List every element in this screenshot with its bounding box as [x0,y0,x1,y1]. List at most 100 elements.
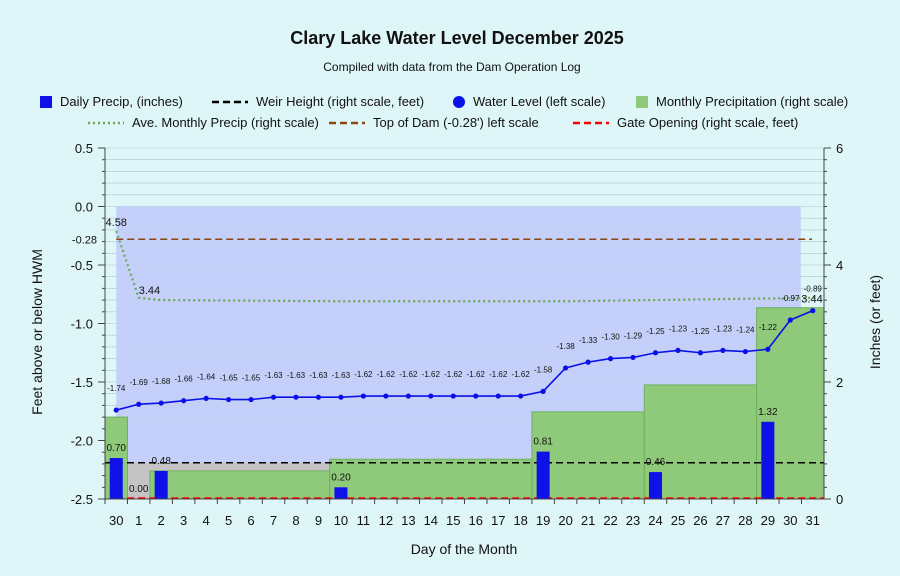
water-level-point [113,407,119,413]
legend-swatch-dot [453,96,465,108]
water-level-label: -1.62 [354,370,373,379]
legend: Daily Precip, (inches) Weir Height (right… [40,94,848,130]
water-level-label: -1.23 [669,324,688,333]
x-tick-label: 4 [202,513,209,528]
water-level-label: -1.63 [332,371,351,380]
chart-subtitle: Compiled with data from the Dam Operatio… [323,60,580,74]
daily-precip-label: 1.32 [758,407,778,418]
water-level-point [697,350,704,356]
x-tick-label: 16 [469,513,483,528]
legend-item: Top of Dam (-0.28') left scale [329,115,539,130]
legend-label: Gate Opening (right scale, feet) [617,115,798,130]
water-level-point [428,393,434,399]
water-level-point [585,359,591,365]
water-level-label: -1.63 [287,371,306,380]
water-level-point [158,400,164,406]
right-tick-label: 4 [836,258,843,273]
x-axis-label: Day of the Month [411,541,518,557]
legend-item: Weir Height (right scale, feet) [212,94,424,109]
water-level-point [765,346,771,352]
x-tick-label: 18 [513,513,527,528]
water-level-label: -1.69 [130,378,149,387]
ave-monthly-mid-label: 3.44 [139,285,160,297]
x-tick-label: 30 [109,513,123,528]
legend-label: Weir Height (right scale, feet) [256,94,424,109]
water-level-label: -1.62 [399,370,418,379]
x-tick-label: 17 [491,513,505,528]
water-level-point [136,401,142,407]
monthly-precip-area-step [531,411,645,500]
water-level-label: -1.63 [309,371,328,380]
daily-precip-label: 0.00 [129,484,149,495]
water-level-point [518,393,524,399]
ave-monthly-start-label: 4.58 [106,217,127,229]
y-axis-label-right: Inches (or feet) [867,275,883,369]
water-level-point [675,347,681,354]
legend-label: Top of Dam (-0.28') left scale [373,115,539,130]
x-tick-label: 27 [716,513,730,528]
daily-precip-bar [109,458,123,499]
legend-swatch-area [636,96,648,108]
x-tick-label: 28 [738,513,752,528]
water-level-point [810,308,816,314]
x-tick-label: 30 [783,513,797,528]
water-level-point [270,394,277,400]
water-level-label: -1.74 [107,384,126,393]
water-level-label: -1.38 [556,342,575,351]
water-level-point [563,365,569,371]
water-level-point [203,395,209,401]
water-level-point [225,396,232,403]
water-level-label: -1.64 [197,372,216,381]
x-tick-label: 12 [379,513,393,528]
water-level-point [181,398,187,404]
monthly-precip-end-label: 3.44 [801,294,822,306]
left-tick-label: 0.0 [75,200,93,215]
water-level-point [293,394,299,400]
water-level-line [116,309,814,411]
water-level-label: -1.63 [264,371,283,380]
left-tick-label: -1.5 [71,375,93,390]
x-tick-label: 10 [334,513,348,528]
legend-item: Monthly Precipitation (right scale) [636,94,848,109]
water-level-point [540,388,546,394]
water-level-label: -1.25 [691,327,710,336]
water-level-point [742,348,748,355]
left-tick-label: -1.0 [71,317,93,332]
x-tick-label: 11 [357,513,371,528]
legend-item: Daily Precip, (inches) [40,94,183,109]
chart-title: Clary Lake Water Level December 2025 [290,28,624,48]
daily-precip-bar [536,451,550,499]
water-level-label: -1.29 [624,331,643,340]
left-tick-label: -2.5 [71,492,93,507]
water-level-point [450,393,456,399]
water-level-point [383,393,389,399]
x-tick-label: 21 [581,513,595,528]
legend-label: Daily Precip, (inches) [60,94,183,109]
water-level-label: -1.33 [579,336,598,345]
x-tick-label: 2 [158,513,165,528]
x-tick-label: 9 [315,513,322,528]
water-level-label: -1.58 [534,365,553,374]
x-tick-label: 24 [648,513,662,528]
water-level-label: -1.22 [759,323,778,332]
y-axis-label-left: Feet above or below HWM [29,249,45,415]
daily-precip-bar [334,487,348,499]
water-level-point [405,393,411,399]
water-level-point [787,317,793,323]
daily-precip-bar [648,472,662,499]
left-tick-label: -0.5 [71,258,93,273]
x-tick-label: 26 [693,513,707,528]
x-tick-label: 22 [603,513,617,528]
legend-label: Monthly Precipitation (right scale) [656,94,848,109]
x-tick-label: 19 [536,513,550,528]
x-tick-label: 14 [424,513,438,528]
left-tick-label: 0.5 [75,141,93,156]
legend-item: Water Level (left scale) [453,94,605,109]
water-level-point [315,394,322,400]
daily-precip-label: 0.20 [331,472,351,483]
water-level-point [652,350,659,356]
monthly-precip-area-step [329,458,533,500]
x-tick-label: 15 [446,513,460,528]
legend-swatch-bar [40,96,52,108]
